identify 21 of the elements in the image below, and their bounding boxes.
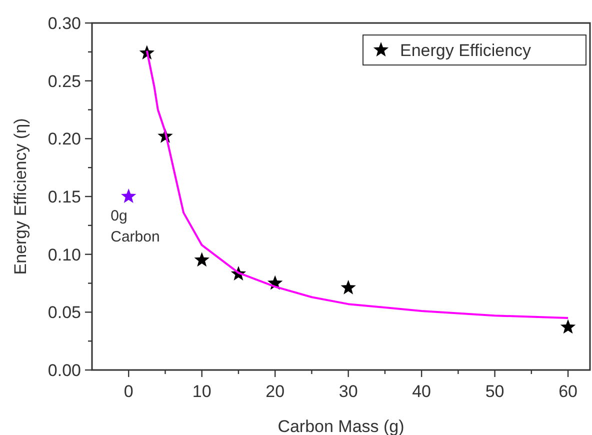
- x-tick-label: 10: [192, 382, 212, 401]
- y-axis-title: Energy Efficiency (η): [11, 118, 30, 275]
- point: [121, 188, 136, 203]
- x-tick-label: 60: [558, 382, 578, 401]
- y-tick-label: 0.30: [48, 14, 81, 33]
- annotation: 0g Carbon: [110, 208, 160, 246]
- point: [194, 252, 210, 267]
- y-tick-label: 0.10: [48, 245, 81, 264]
- x-tick-label: 20: [266, 382, 285, 401]
- y-tick-label: 0.20: [48, 130, 81, 149]
- point: [340, 280, 356, 294]
- y-tick-label: 0.25: [48, 72, 81, 91]
- x-tick-label: 0: [124, 382, 134, 401]
- x-tick-label: 50: [485, 382, 504, 401]
- point: [560, 319, 576, 334]
- x-tick-label: 30: [338, 382, 358, 401]
- x-tick-label: 40: [412, 382, 432, 401]
- y-tick-label: 0.15: [48, 188, 81, 206]
- legend-label: Energy Efficiency: [400, 41, 532, 60]
- text: 0.00: [48, 361, 81, 380]
- y-tick-label: 0.05: [48, 303, 81, 322]
